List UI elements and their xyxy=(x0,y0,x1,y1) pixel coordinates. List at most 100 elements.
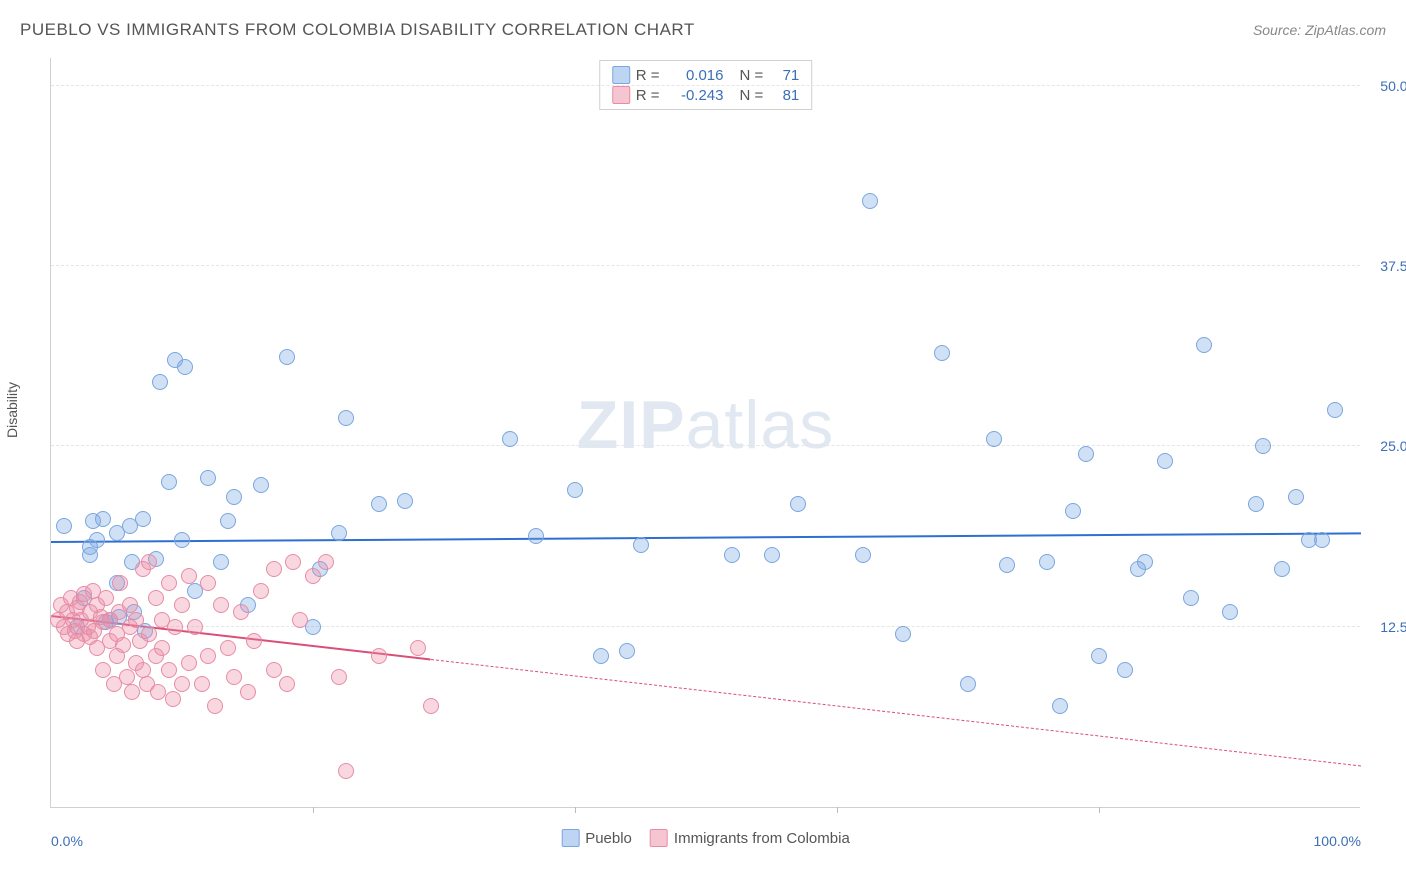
marker-pueblo xyxy=(338,410,354,426)
marker-colombia xyxy=(279,676,295,692)
marker-pueblo xyxy=(331,525,347,541)
marker-pueblo xyxy=(161,474,177,490)
marker-pueblo xyxy=(152,374,168,390)
marker-colombia xyxy=(233,604,249,620)
stats-n-value-pueblo: 71 xyxy=(769,67,799,84)
y-tick-label: 25.0% xyxy=(1365,438,1406,454)
marker-pueblo xyxy=(593,648,609,664)
marker-pueblo xyxy=(226,489,242,505)
marker-colombia xyxy=(292,612,308,628)
stats-row-colombia: R = -0.243 N = 81 xyxy=(612,85,800,105)
swatch-colombia-icon xyxy=(650,829,668,847)
marker-pueblo xyxy=(371,496,387,512)
marker-colombia xyxy=(226,669,242,685)
marker-colombia xyxy=(112,575,128,591)
stats-r-value-colombia: -0.243 xyxy=(666,87,724,104)
marker-colombia xyxy=(253,583,269,599)
marker-pueblo xyxy=(619,643,635,659)
gridline xyxy=(51,265,1360,266)
stats-n-value-colombia: 81 xyxy=(769,87,799,104)
swatch-pueblo-icon xyxy=(612,66,630,84)
marker-colombia xyxy=(194,676,210,692)
marker-pueblo xyxy=(633,537,649,553)
marker-pueblo xyxy=(1117,662,1133,678)
marker-colombia xyxy=(154,640,170,656)
marker-pueblo xyxy=(1039,554,1055,570)
marker-colombia xyxy=(240,684,256,700)
marker-pueblo xyxy=(1255,438,1271,454)
marker-colombia xyxy=(98,590,114,606)
legend-label-colombia: Immigrants from Colombia xyxy=(674,830,850,847)
marker-colombia xyxy=(167,619,183,635)
marker-pueblo xyxy=(89,532,105,548)
marker-pueblo xyxy=(1065,503,1081,519)
source-credit: Source: ZipAtlas.com xyxy=(1253,22,1386,38)
marker-colombia xyxy=(141,626,157,642)
legend-bottom: Pueblo Immigrants from Colombia xyxy=(561,829,850,847)
gridline xyxy=(51,626,1360,627)
marker-colombia xyxy=(200,648,216,664)
x-tick-label: 0.0% xyxy=(51,833,83,849)
marker-pueblo xyxy=(1327,402,1343,418)
marker-colombia xyxy=(128,612,144,628)
trendline-pueblo xyxy=(51,532,1361,543)
marker-colombia xyxy=(246,633,262,649)
trendline-colombia xyxy=(431,659,1361,766)
marker-pueblo xyxy=(1248,496,1264,512)
marker-colombia xyxy=(331,669,347,685)
marker-pueblo xyxy=(895,626,911,642)
marker-colombia xyxy=(161,662,177,678)
marker-pueblo xyxy=(934,345,950,361)
marker-pueblo xyxy=(200,470,216,486)
marker-pueblo xyxy=(1137,554,1153,570)
marker-colombia xyxy=(338,763,354,779)
marker-colombia xyxy=(95,662,111,678)
marker-colombia xyxy=(148,590,164,606)
marker-pueblo xyxy=(1288,489,1304,505)
marker-pueblo xyxy=(220,513,236,529)
marker-colombia xyxy=(174,597,190,613)
chart-title: PUEBLO VS IMMIGRANTS FROM COLOMBIA DISAB… xyxy=(20,20,695,40)
legend-label-pueblo: Pueblo xyxy=(585,830,632,847)
x-tick xyxy=(575,807,576,813)
x-tick xyxy=(837,807,838,813)
marker-pueblo xyxy=(95,511,111,527)
y-tick-label: 50.0% xyxy=(1365,78,1406,94)
marker-colombia xyxy=(207,698,223,714)
marker-pueblo xyxy=(1314,532,1330,548)
y-tick-label: 12.5% xyxy=(1365,619,1406,635)
marker-pueblo xyxy=(567,482,583,498)
x-tick xyxy=(1099,807,1100,813)
gridline xyxy=(51,85,1360,86)
marker-pueblo xyxy=(855,547,871,563)
legend-item-colombia: Immigrants from Colombia xyxy=(650,829,850,847)
stats-row-pueblo: R = 0.016 N = 71 xyxy=(612,65,800,85)
swatch-pueblo-icon xyxy=(561,829,579,847)
marker-pueblo xyxy=(56,518,72,534)
marker-pueblo xyxy=(764,547,780,563)
stats-n-label: N = xyxy=(740,87,764,104)
marker-pueblo xyxy=(1222,604,1238,620)
marker-pueblo xyxy=(1274,561,1290,577)
marker-colombia xyxy=(423,698,439,714)
marker-colombia xyxy=(371,648,387,664)
marker-pueblo xyxy=(1196,337,1212,353)
marker-pueblo xyxy=(790,496,806,512)
marker-pueblo xyxy=(135,511,151,527)
scatter-plot-area: ZIPatlas R = 0.016 N = 71 R = -0.243 N =… xyxy=(50,58,1360,808)
marker-colombia xyxy=(318,554,334,570)
marker-pueblo xyxy=(999,557,1015,573)
stats-r-value-pueblo: 0.016 xyxy=(666,67,724,84)
marker-colombia xyxy=(266,561,282,577)
marker-pueblo xyxy=(1078,446,1094,462)
marker-pueblo xyxy=(174,532,190,548)
marker-pueblo xyxy=(177,359,193,375)
marker-pueblo xyxy=(253,477,269,493)
marker-pueblo xyxy=(862,193,878,209)
swatch-colombia-icon xyxy=(612,86,630,104)
stats-r-label: R = xyxy=(636,67,660,84)
marker-colombia xyxy=(161,575,177,591)
marker-pueblo xyxy=(1091,648,1107,664)
marker-pueblo xyxy=(397,493,413,509)
marker-colombia xyxy=(115,637,131,653)
